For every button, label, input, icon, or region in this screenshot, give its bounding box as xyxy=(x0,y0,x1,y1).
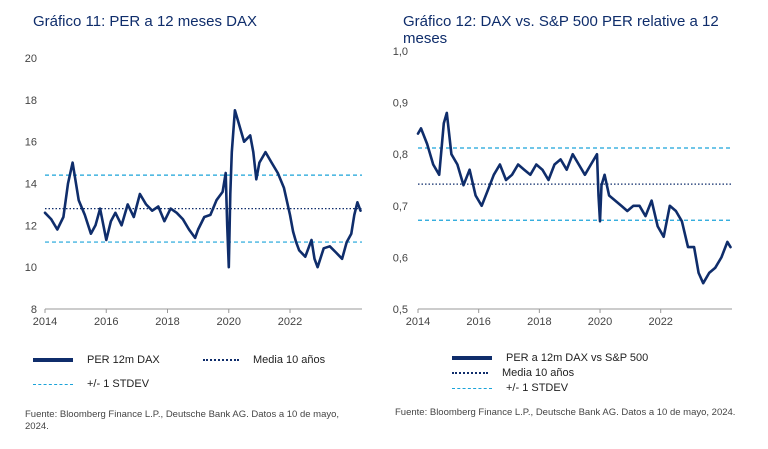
x-tick-label: 2014 xyxy=(406,316,430,328)
legend-label: Media 10 años xyxy=(253,354,326,366)
x-tick-label: 2018 xyxy=(527,316,551,328)
y-tick-label: 0,7 xyxy=(393,201,408,213)
legend-label: +/- 1 STDEV xyxy=(506,382,569,394)
chart-11-title: Gráfico 11: PER a 12 meses DAX xyxy=(33,13,257,30)
chart-12-source: Fuente: Bloomberg Finance L.P., Deutsche… xyxy=(395,407,736,418)
chart-12-title: Gráfico 12: DAX vs. S&P 500 PER relative… xyxy=(403,13,719,47)
y-tick-label: 14 xyxy=(25,179,37,191)
legend-swatch-dashed xyxy=(33,383,73,385)
y-tick-label: 12 xyxy=(25,220,37,232)
x-tick-label: 2016 xyxy=(94,316,118,328)
legend-label: PER 12m DAX xyxy=(87,354,160,366)
y-tick-label: 1,0 xyxy=(393,46,408,58)
legend-swatch-dotted xyxy=(203,359,239,361)
series-line xyxy=(416,111,732,285)
y-tick-label: 8 xyxy=(31,304,37,316)
legend-item-per-dax-sp: PER a 12m DAX vs S&P 500 xyxy=(452,352,648,364)
legend-item-per-dax: PER 12m DAX xyxy=(33,354,160,366)
legend-swatch-solid xyxy=(33,358,73,362)
x-tick-label: 2022 xyxy=(648,316,672,328)
legend-label: Media 10 años xyxy=(502,367,575,379)
legend-label: +/- 1 STDEV xyxy=(87,378,150,390)
y-tick-label: 18 xyxy=(25,95,37,107)
x-tick-label: 2018 xyxy=(155,316,179,328)
x-tick-label: 2022 xyxy=(278,316,302,328)
legend-item-media: Media 10 años xyxy=(203,354,325,366)
legend-item-media: Media 10 años xyxy=(452,367,574,379)
x-tick-label: 2014 xyxy=(33,316,57,328)
y-tick-label: 0,9 xyxy=(393,98,408,110)
legend-swatch-dotted xyxy=(452,372,488,374)
legend-label: PER a 12m DAX vs S&P 500 xyxy=(506,352,649,364)
chart-11-source: Fuente: Bloomberg Finance L.P., Deutsche… xyxy=(25,409,340,432)
legend-item-stdev: +/- 1 STDEV xyxy=(452,382,568,394)
x-tick-label: 2020 xyxy=(217,316,241,328)
legend-swatch-dashed xyxy=(452,387,492,389)
y-tick-label: 0,5 xyxy=(393,304,408,316)
x-tick-label: 2016 xyxy=(466,316,490,328)
series-line xyxy=(43,109,362,269)
chart-12-plot: 0,5 0,6 0,7 0,8 0,9 1,0 2014 2016 2018 2020 2022 xyxy=(393,46,732,328)
y-tick-label: 0,6 xyxy=(393,252,408,264)
y-tick-label: 0,8 xyxy=(393,149,408,161)
y-tick-label: 10 xyxy=(25,262,37,274)
y-tick-label: 20 xyxy=(25,53,37,65)
legend-item-stdev: +/- 1 STDEV xyxy=(33,378,149,390)
chart-11-plot: 8 10 12 14 16 18 20 2014 2016 2018 2020 2022 xyxy=(25,53,362,328)
y-tick-label: 16 xyxy=(25,137,37,149)
legend-swatch-solid xyxy=(452,356,492,360)
x-tick-label: 2020 xyxy=(588,316,612,328)
